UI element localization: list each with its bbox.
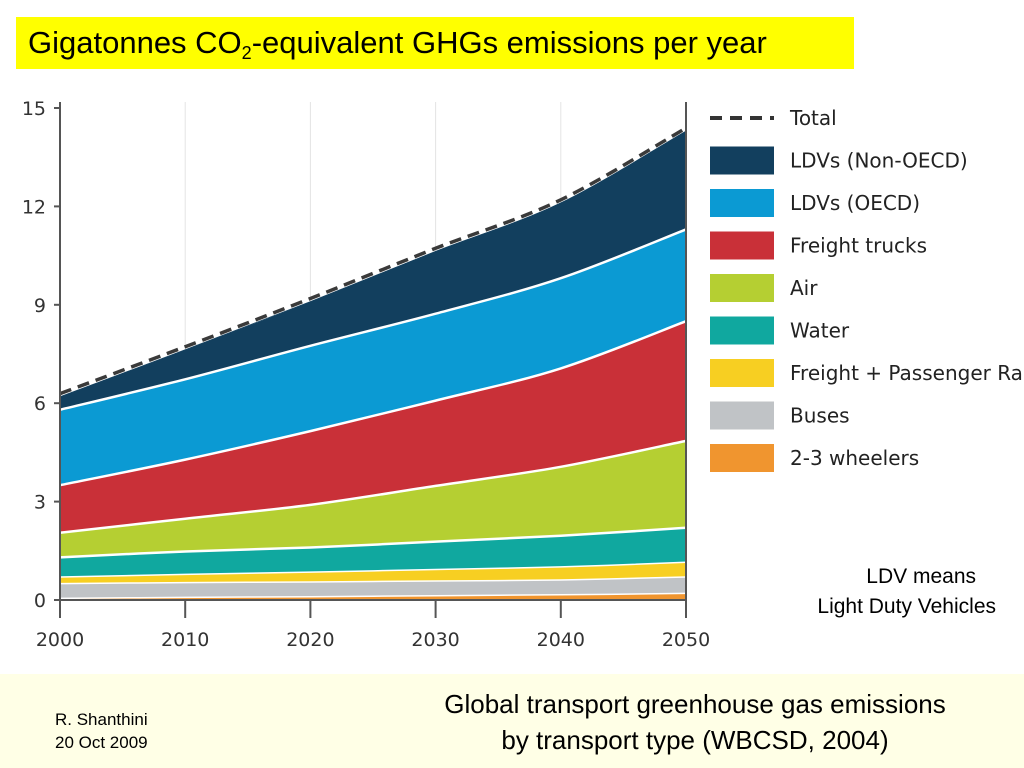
ldv-note-line2: Light Duty Vehicles — [817, 595, 996, 618]
y-tick-label: 3 — [34, 492, 46, 514]
author-date: 20 Oct 2009 — [55, 733, 148, 752]
legend-label-buses: Buses — [790, 404, 850, 428]
x-tick-label: 2000 — [36, 629, 84, 651]
legend-swatch-buses — [710, 401, 774, 430]
legend-swatch-freight-trucks — [710, 231, 774, 260]
legend-item-2-3-wheelers: 2-3 wheelers — [710, 444, 919, 472]
legend-label-ldvs-oecd: LDVs (OECD) — [790, 191, 920, 215]
x-tick-label: 2040 — [537, 629, 585, 651]
ldv-note-line1: LDV means — [866, 565, 976, 588]
legend-swatch-2-3-wheelers — [710, 444, 774, 472]
legend-item-ldvs-non-oecd: LDVs (Non-OECD) — [710, 146, 968, 175]
legend-label-2-3-wheelers: 2-3 wheelers — [790, 446, 919, 470]
band-boundary — [59, 439, 687, 535]
chart-area-boundaries — [59, 126, 687, 600]
legend-label-air: Air — [790, 276, 818, 300]
legend-swatch-air — [710, 274, 774, 302]
y-tick-label: 0 — [34, 590, 46, 612]
legend-swatch-water — [710, 316, 774, 345]
legend-item-air: Air — [710, 274, 818, 302]
legend-swatch-freight-passenger-rail — [710, 359, 774, 387]
caption-line1: Global transport greenhouse gas emission… — [444, 689, 946, 719]
slide-caption: Global transport greenhouse gas emission… — [330, 686, 1024, 758]
ldv-note: LDV means Light Duty Vehicles — [817, 562, 996, 622]
slide-title: Gigatonnes CO2-equivalent GHGs emissions… — [28, 25, 767, 63]
x-tick-label: 2010 — [161, 629, 209, 651]
stacked-area-chart: 0 3 6 9 12 15 2000 2010 2020 2030 2040 2050 Total LD… — [22, 98, 1024, 651]
slide-footer — [0, 674, 1024, 768]
x-tick-label: 2050 — [662, 629, 710, 651]
author-name: R. Shanthini — [55, 710, 148, 729]
legend-item-total: Total — [710, 106, 837, 130]
legend-item-freight-passenger-rail: Freight + Passenger Rail — [710, 359, 1024, 387]
x-tick-label: 2030 — [411, 629, 459, 651]
legend-item-freight-trucks: Freight trucks — [710, 231, 927, 260]
y-tick-label: 12 — [22, 196, 46, 218]
caption-line2: by transport type (WBCSD, 2004) — [501, 725, 889, 755]
band-boundary — [59, 228, 687, 411]
total-line — [59, 126, 687, 396]
legend-swatch-ldvs-oecd — [710, 189, 774, 217]
y-tick-label: 9 — [34, 295, 46, 317]
legend-label-water: Water — [790, 319, 850, 343]
legend-label-ldvs-non-oecd: LDVs (Non-OECD) — [790, 149, 968, 173]
y-tick-label: 15 — [22, 98, 46, 120]
chart-legend: Total LDVs (Non-OECD) LDVs (OECD) Freight t… — [710, 106, 1024, 472]
legend-label-freight-passenger-rail: Freight + Passenger Rail — [790, 361, 1024, 385]
x-tick-label: 2020 — [286, 629, 334, 651]
legend-label-freight-trucks: Freight trucks — [790, 234, 927, 258]
chart-axes: 0 3 6 9 12 15 2000 2010 2020 2030 2040 2050 — [22, 98, 710, 651]
author-block: R. Shanthini 20 Oct 2009 — [55, 708, 148, 754]
title-banner: Gigatonnes CO2-equivalent GHGs emissions… — [16, 17, 854, 69]
band-boundary — [59, 576, 687, 585]
legend-item-buses: Buses — [710, 401, 850, 430]
band-boundary — [59, 561, 687, 578]
band-boundary — [59, 592, 687, 600]
legend-label-total: Total — [789, 106, 837, 130]
legend-item-water: Water — [710, 316, 850, 345]
band-boundary — [59, 526, 687, 559]
y-tick-label: 6 — [34, 393, 46, 415]
legend-swatch-ldvs-non-oecd — [710, 146, 774, 175]
chart-areas — [59, 130, 687, 601]
legend-item-ldvs-oecd: LDVs (OECD) — [710, 189, 920, 217]
band-boundary — [59, 320, 687, 487]
